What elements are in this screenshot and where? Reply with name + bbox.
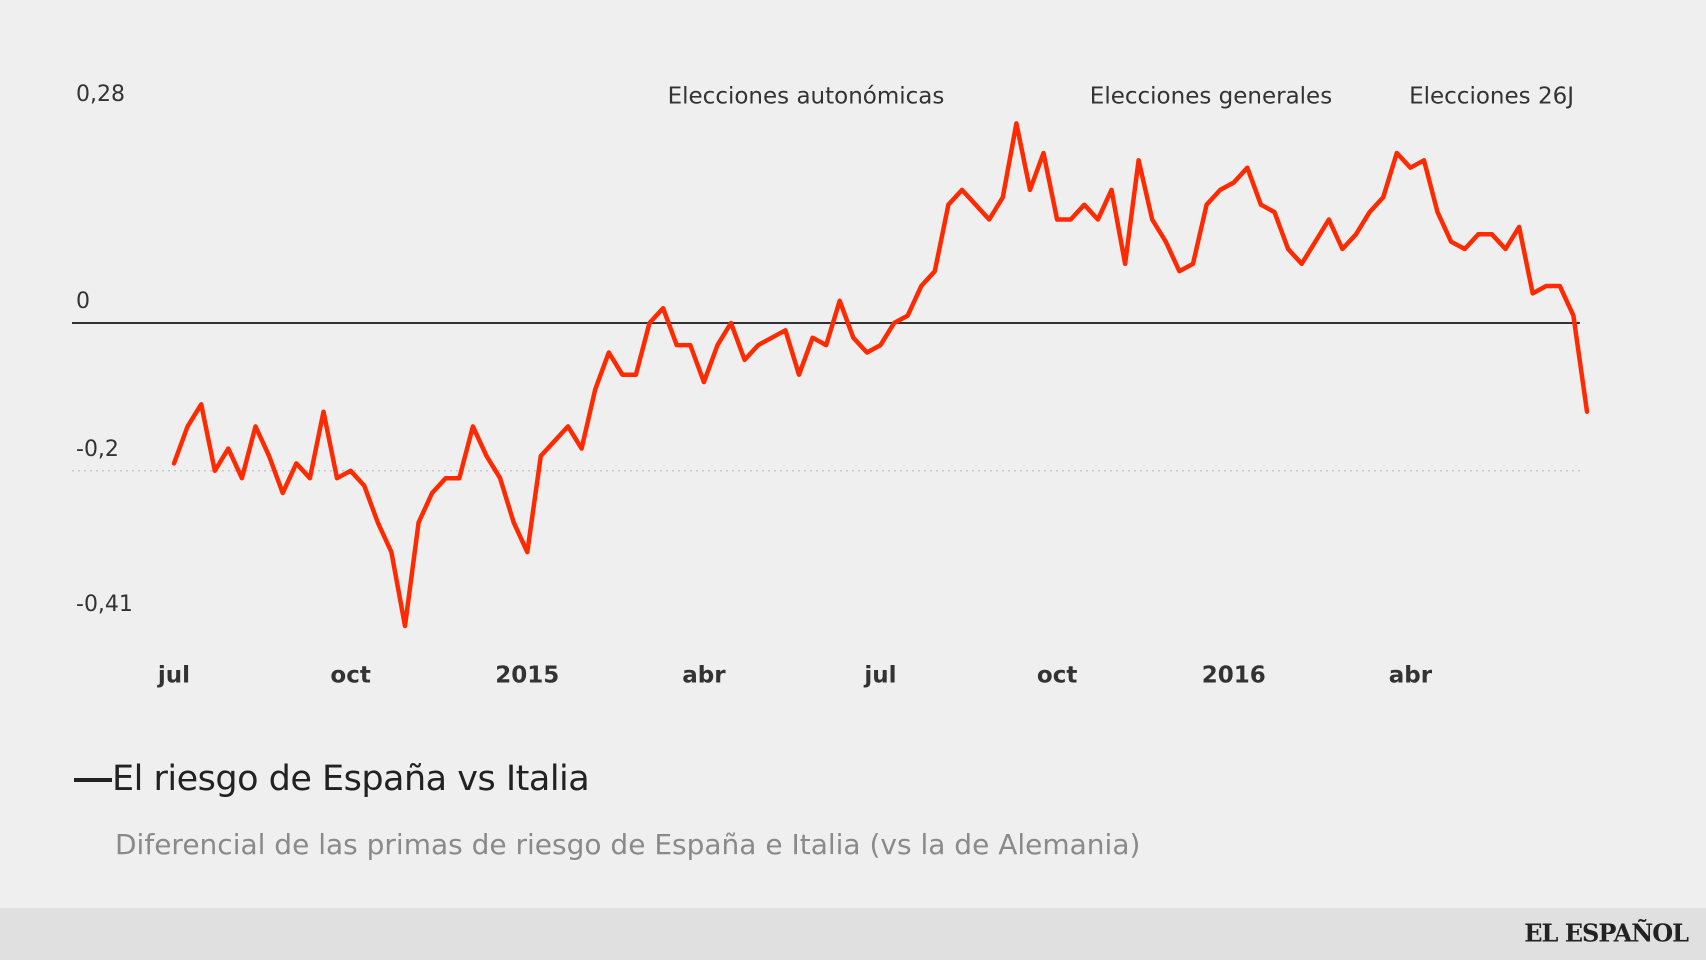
subtitle: Diferencial de las primas de riesgo de E… <box>115 828 1140 861</box>
x-tick-label: abr <box>1389 663 1433 689</box>
annotation: Elecciones 26J <box>1409 84 1574 110</box>
annotation: Elecciones generales <box>1090 84 1332 110</box>
y-tick-label: -0,2 <box>76 437 119 462</box>
y-tick-label: 0 <box>76 289 90 314</box>
x-tick-label: abr <box>682 663 726 689</box>
annotation: Elecciones autonómicas <box>668 84 945 110</box>
x-tick-label: oct <box>1037 663 1077 689</box>
series-line <box>171 121 1590 629</box>
brand: EL ESPAÑOL <box>1524 919 1689 948</box>
x-tick-label: oct <box>330 663 370 689</box>
x-tick-label: jul <box>863 663 896 689</box>
y-tick-label: -0,41 <box>76 592 133 617</box>
footer-band <box>0 908 1706 960</box>
x-tick-label: jul <box>157 663 190 689</box>
y-tick-label: 0,28 <box>76 82 125 107</box>
x-tick-label: 2016 <box>1202 663 1266 689</box>
x-tick-label: 2015 <box>495 663 559 689</box>
legend-label: El riesgo de España vs Italia <box>112 759 589 799</box>
